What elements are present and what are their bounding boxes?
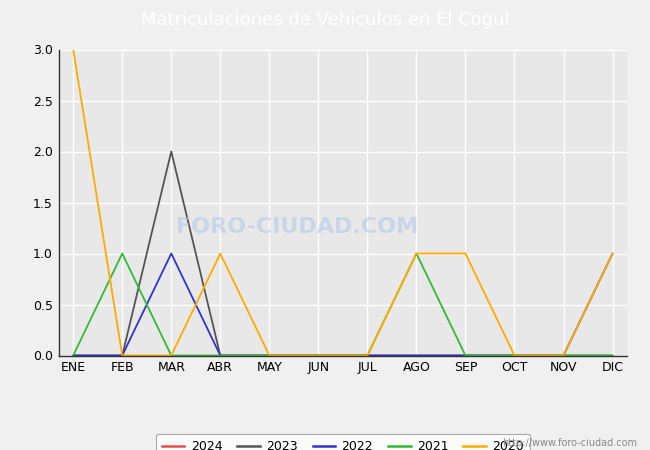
Text: FORO-CIUDAD.COM: FORO-CIUDAD.COM xyxy=(176,217,419,237)
Text: http://www.foro-ciudad.com: http://www.foro-ciudad.com xyxy=(502,438,637,448)
Text: Matriculaciones de Vehiculos en El Cogul: Matriculaciones de Vehiculos en El Cogul xyxy=(141,11,509,29)
Legend: 2024, 2023, 2022, 2021, 2020: 2024, 2023, 2022, 2021, 2020 xyxy=(155,434,530,450)
